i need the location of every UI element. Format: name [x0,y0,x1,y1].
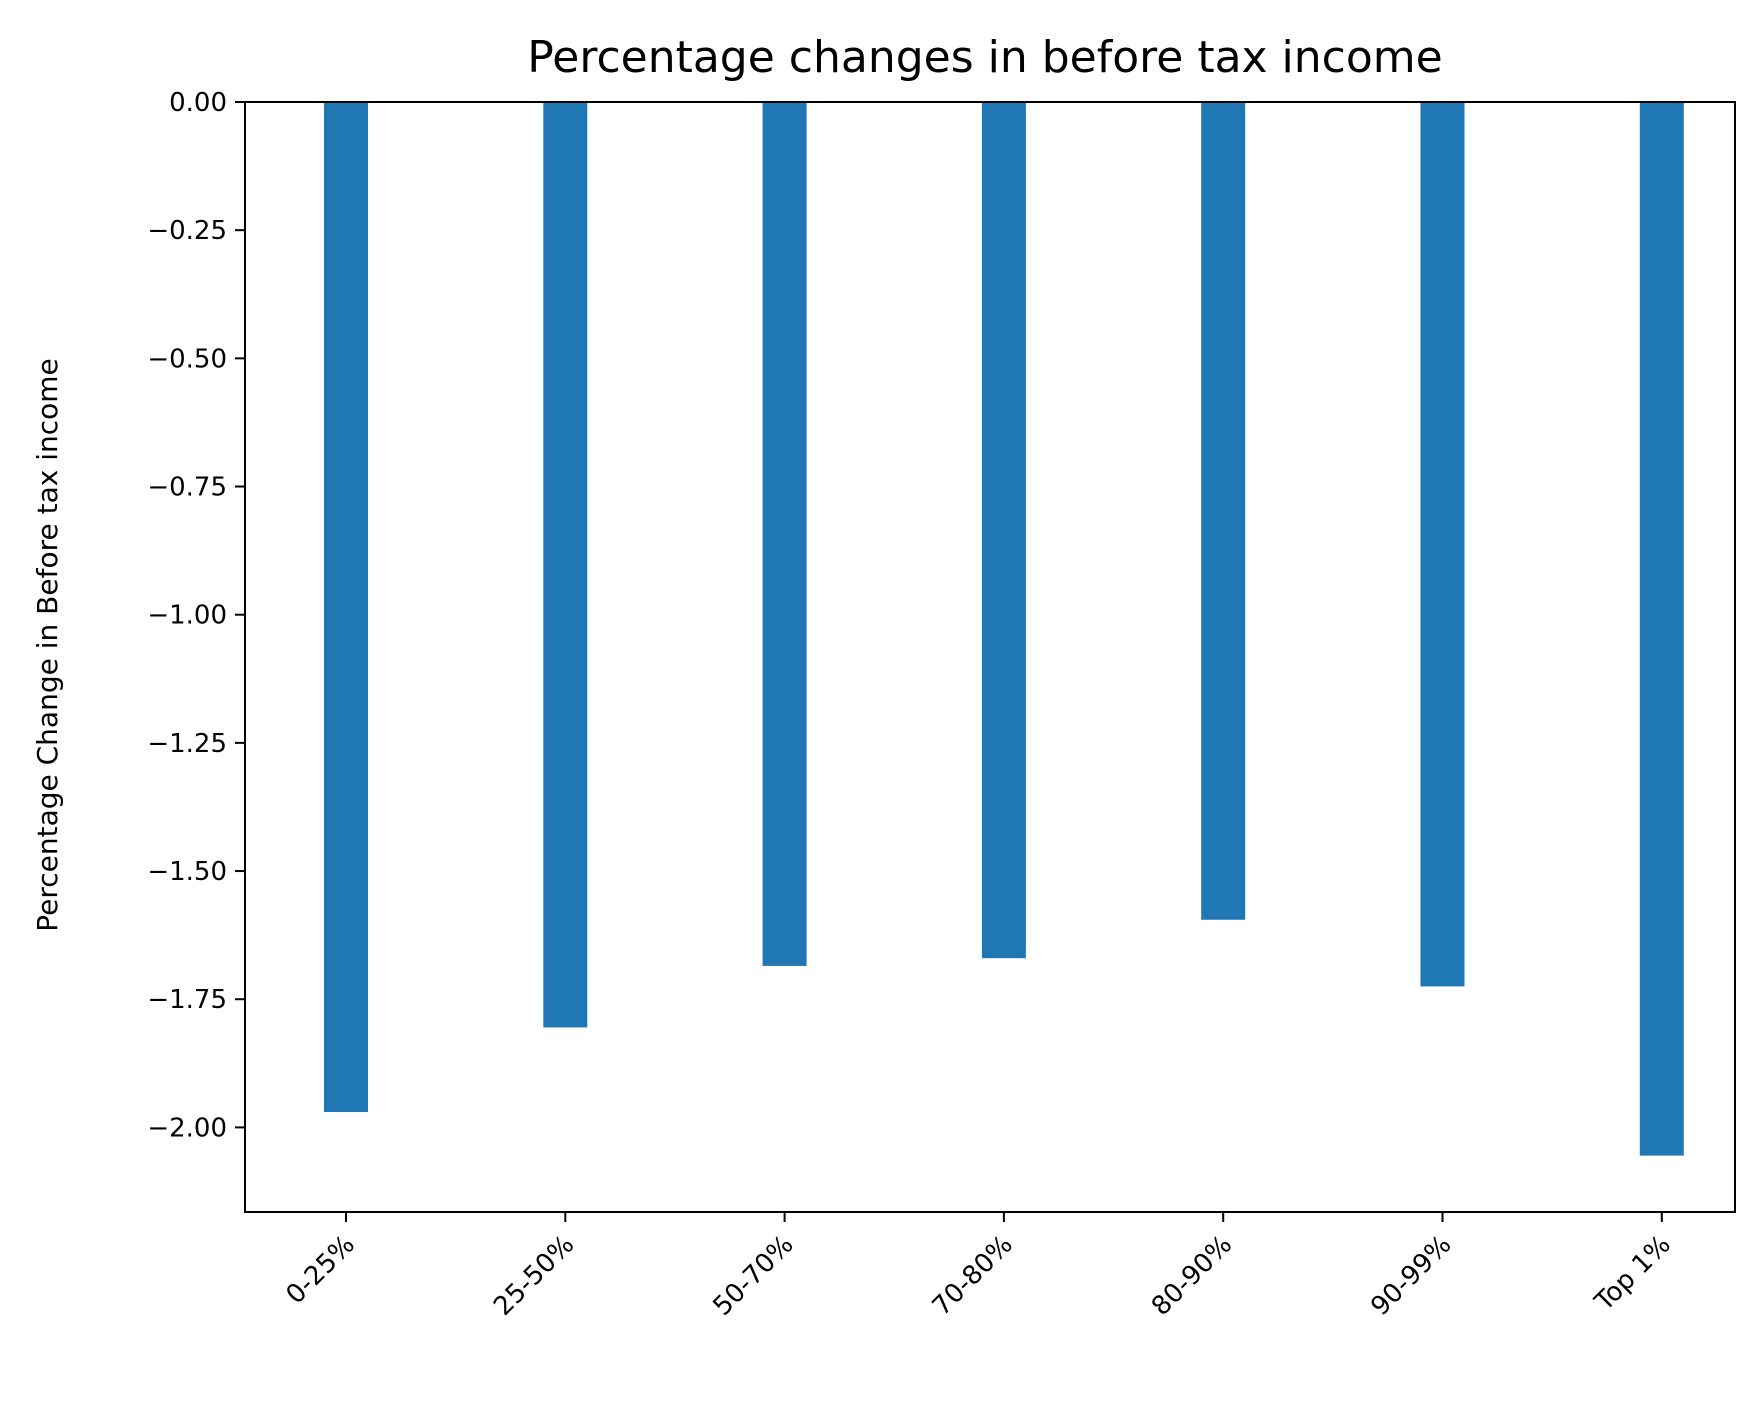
bar-6 [1639,102,1684,1156]
bar-3 [981,102,1026,959]
x-tick-label-2: 50-70% [707,1230,799,1322]
plot-frame [244,101,1736,1213]
chart-title: Percentage changes in before tax income [527,32,1442,83]
bar-4 [1201,102,1246,920]
x-tick-label-6: Top 1% [1589,1230,1677,1318]
y-axis-label: Percentage Change in Before tax income [31,358,64,932]
x-tick-label-0: 0-25% [281,1230,361,1310]
bars-group [324,102,1684,1156]
y-tick-label-7: −1.75 [147,985,227,1015]
y-tick-label-6: −1.50 [147,857,227,887]
x-tick-label-5: 90-99% [1365,1230,1457,1322]
y-tick-label-5: −1.25 [147,729,227,759]
bar-1 [543,102,588,1028]
y-tick-label-0: 0.00 [169,88,227,118]
y-tick-label-4: −1.00 [147,601,227,631]
y-axis-ticks: 0.00 −0.25 −0.50 −0.75 −1.00 −1.25 −1.50 −1.75 −… [147,88,245,1143]
y-tick-label-2: −0.50 [147,344,227,374]
x-tick-label-4: 80-90% [1146,1230,1238,1322]
bar-5 [1420,102,1465,987]
bar-0 [324,102,368,1113]
x-axis-ticks: 0-25% 25-50% 50-70% 70-80% 80-90% 90-99% Top 1… [281,1212,1677,1322]
bar-2 [762,102,807,966]
x-tick-label-3: 70-80% [927,1230,1019,1322]
y-tick-label-1: −0.25 [147,216,227,246]
y-tick-label-8: −2.00 [147,1113,227,1143]
x-tick-label-1: 25-50% [488,1230,580,1322]
y-tick-label-3: −0.75 [147,473,227,503]
